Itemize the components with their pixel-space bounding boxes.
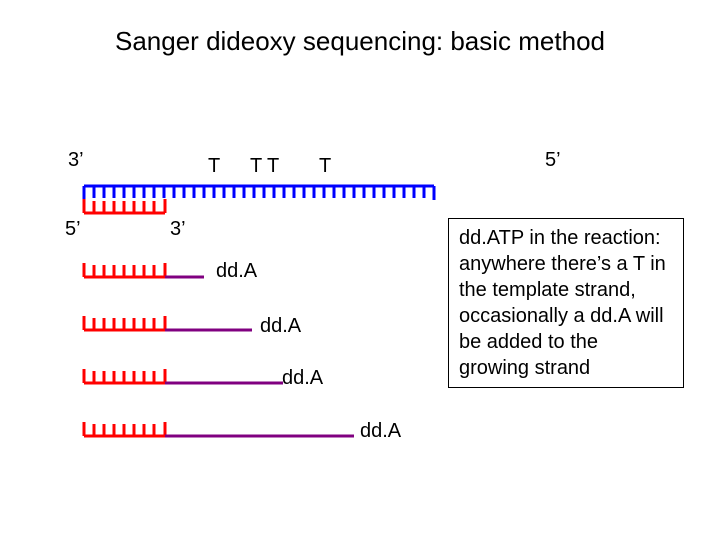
- t-label-1: T T: [250, 155, 279, 178]
- label-5prime-bottom: 5’: [65, 218, 81, 241]
- dda-label-1: dd.A: [260, 315, 301, 338]
- label-3prime-left: 3’: [68, 149, 84, 172]
- t-label-2: T: [319, 155, 331, 178]
- dda-label-3: dd.A: [360, 420, 401, 443]
- label-3prime-bottom: 3’: [170, 218, 186, 241]
- dda-label-0: dd.A: [216, 260, 257, 283]
- label-5prime-right: 5’: [545, 149, 561, 172]
- explanation-textbox: dd.ATP in the reaction: anywhere there’s…: [448, 218, 684, 388]
- t-label-0: T: [208, 155, 220, 178]
- dda-label-2: dd.A: [282, 367, 323, 390]
